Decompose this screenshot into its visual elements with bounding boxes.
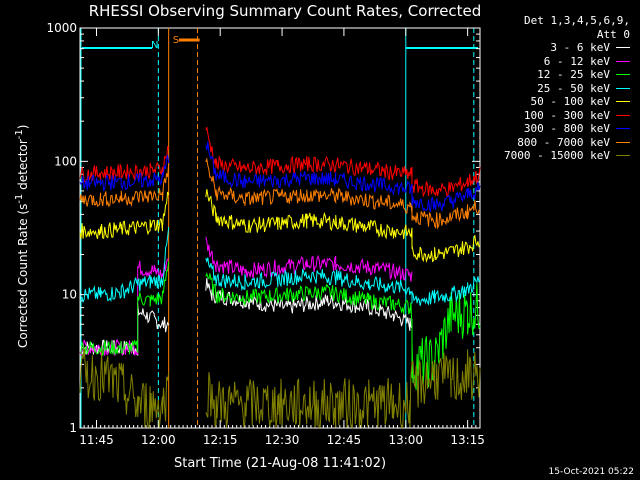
y-tick-label: 1000 [46,21,77,35]
x-tick-label: 12:30 [265,433,300,447]
legend-header-line-2: Att 0 [596,27,630,41]
x-tick-label: 13:15 [450,433,485,447]
y-tick-label: 10 [62,288,77,302]
y-axis-label: Corrected Count Rate (s-1 detector-1) [14,124,30,348]
timestamp: 15-Oct-2021 05:22 [548,467,634,477]
legend-swatch [616,74,630,76]
legend-swatch [616,87,630,89]
series-line-6 [79,141,481,213]
legend: Det 1,3,4,5,6,9, Att 0 3 - 6 keV 6 - 12 k… [470,14,630,163]
legend-label: 50 - 100 keV [530,95,610,108]
saa-label: S [173,35,179,46]
legend-label: 3 - 6 keV [550,41,610,54]
legend-label: 100 - 300 keV [523,108,610,122]
legend-header-line-1: Det 1,3,4,5,6,9, [524,14,630,27]
x-axis-label: Start Time (21-Aug-08 11:41:02) [173,456,387,471]
x-tick-label: 12:00 [141,433,176,447]
legend-label: 7000 - 15000 keV [504,149,610,162]
legend-swatch [616,114,630,116]
night-label: N [151,40,158,51]
series-line-3 [79,227,481,306]
legend-item: 25 - 50 keV [470,82,630,96]
chart-title: RHESSI Observing Summary Count Rates, Co… [88,2,482,20]
x-tick-label: 13:00 [388,433,423,447]
legend-item: 7000 - 15000 keV [470,149,630,163]
legend-label: 800 - 7000 keV [517,135,610,149]
legend-item: 6 - 12 keV [470,55,630,69]
legend-item: 3 - 6 keV [470,41,630,55]
legend-swatch [616,141,630,143]
y-tick-label: 1 [69,421,77,435]
x-tick-label: 12:15 [203,433,238,447]
legend-item: 12 - 25 keV [470,68,630,82]
series-line-1 [79,236,413,358]
legend-swatch [616,155,630,157]
legend-item: 800 - 7000 keV [470,136,630,150]
x-tick-label: 11:45 [79,433,114,447]
legend-swatch [616,101,630,103]
legend-swatch [616,128,630,130]
legend-label: 6 - 12 keV [543,54,610,68]
legend-item: 300 - 800 keV [470,122,630,136]
legend-swatch [616,47,630,49]
legend-item: 50 - 100 keV [470,95,630,109]
series-line-8 [79,348,481,429]
legend-item: 100 - 300 keV [470,109,630,123]
x-tick-label: 12:45 [327,433,362,447]
legend-swatch [616,60,630,62]
legend-label: 300 - 800 keV [523,122,610,135]
legend-label: 12 - 25 keV [537,68,610,81]
series-line-5 [79,127,481,198]
y-tick-label: 100 [54,154,77,168]
plot-frame [79,27,481,429]
legend-label: 25 - 50 keV [537,81,610,95]
series-line-4 [79,189,481,264]
series-line-7 [79,157,481,230]
